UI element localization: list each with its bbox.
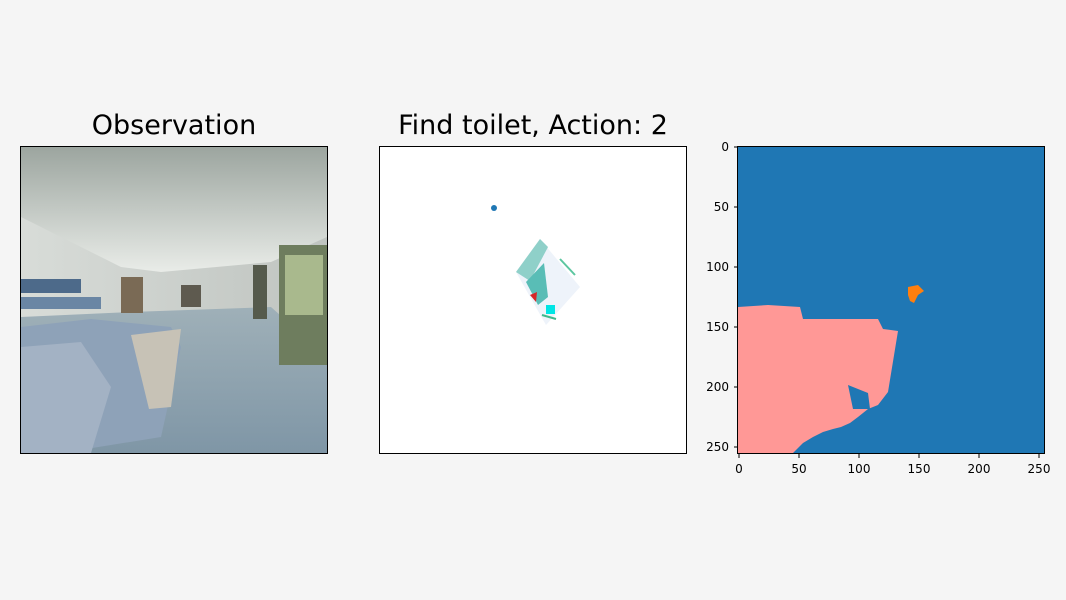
x-tick-100: 100 bbox=[848, 462, 871, 476]
y-tick-150: 150 bbox=[706, 320, 729, 334]
segment-region-a bbox=[738, 305, 898, 453]
goal-marker bbox=[491, 205, 497, 211]
x-tick-250: 250 bbox=[1028, 462, 1051, 476]
y-ticks: 0 50 100 150 200 250 bbox=[706, 140, 737, 454]
x-tick-150: 150 bbox=[908, 462, 931, 476]
y-tick-250: 250 bbox=[706, 440, 729, 454]
map-title: Find toilet, Action: 2 bbox=[398, 110, 668, 141]
observation-image bbox=[20, 146, 328, 454]
x-tick-50: 50 bbox=[791, 462, 806, 476]
segment-region-a-notch bbox=[848, 385, 870, 409]
explored-line bbox=[559, 258, 576, 276]
y-tick-50: 50 bbox=[714, 200, 729, 214]
y-tick-0: 0 bbox=[721, 140, 729, 154]
segmentation-axes: 0 50 100 150 200 250 0 50 100 150 200 25… bbox=[706, 140, 1050, 476]
x-tick-200: 200 bbox=[968, 462, 991, 476]
x-ticks: 0 50 100 150 200 250 bbox=[735, 454, 1050, 476]
explored-edge-2 bbox=[526, 263, 548, 305]
x-tick-0: 0 bbox=[735, 462, 743, 476]
segmentation-canvas bbox=[738, 147, 1044, 453]
explored-edge bbox=[516, 239, 548, 281]
y-tick-200: 200 bbox=[706, 380, 729, 394]
bedroom-scene bbox=[21, 147, 327, 453]
agent-marker bbox=[530, 292, 537, 302]
segmentation-image bbox=[737, 146, 1045, 454]
observation-title: Observation bbox=[91, 110, 257, 141]
map-canvas bbox=[491, 205, 580, 325]
semantic-map bbox=[379, 146, 687, 454]
segment-region-b bbox=[908, 285, 924, 303]
y-tick-100: 100 bbox=[706, 260, 729, 274]
explored-line-2 bbox=[541, 314, 557, 320]
object-marker bbox=[546, 305, 555, 314]
